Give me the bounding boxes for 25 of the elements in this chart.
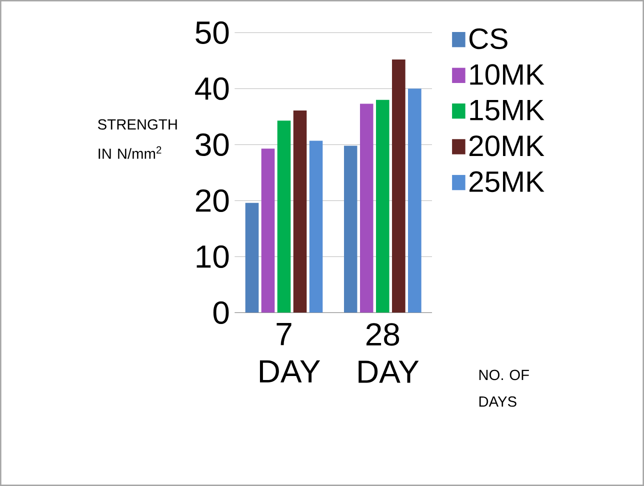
legend-label: 20MK — [469, 135, 544, 156]
legend-label: 25MK — [469, 171, 544, 192]
x-tick-label: 28 DAY — [358, 323, 419, 383]
legend-label: CS — [469, 28, 508, 50]
bar — [408, 88, 422, 313]
bar — [277, 120, 291, 313]
bar — [376, 100, 390, 313]
text: STRENGTH IN N/mm$^{2}$ — [98, 119, 177, 159]
x-tick-label: 7 DAY — [260, 323, 320, 382]
y-tick-label: 50 — [196, 21, 229, 44]
bar — [261, 148, 275, 313]
y-tick-label: 10 — [196, 245, 229, 268]
bar — [293, 110, 307, 313]
y-tick-label: 40 — [195, 77, 229, 100]
x-axis-title: NO. OF DAYS — [479, 370, 529, 407]
bar — [360, 104, 374, 313]
y-tick-label: 0 — [213, 301, 229, 324]
bar — [309, 140, 323, 313]
bar — [245, 202, 259, 313]
legend-label: 15MK — [470, 100, 544, 120]
bar — [344, 146, 358, 313]
y-tick-label: 30 — [196, 133, 229, 156]
legend-label: 10MK — [470, 64, 544, 85]
y-tick-label: 20 — [196, 189, 229, 212]
bar — [392, 60, 406, 313]
